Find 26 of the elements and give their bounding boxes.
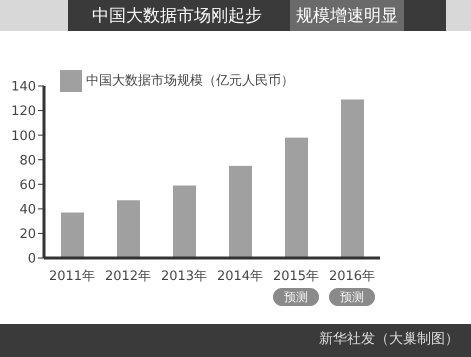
legend-label: 中国大数据市场规模（亿元人民币） [86,74,294,89]
y-tick-label: 140 [11,80,36,95]
y-tick-label: 120 [11,104,36,120]
y-tick-label: 100 [11,128,36,144]
y-tick-label: 0 [28,252,36,267]
x-tick-label: 2013年 [160,269,208,284]
x-tick-label: 2015年 [272,269,320,284]
bar [285,138,308,258]
bar [61,212,84,258]
x-tick-label: 2014年 [216,269,264,284]
x-tick-label: 2016年 [328,269,376,284]
y-tick-label: 20 [19,227,36,242]
y-tick-label: 80 [19,153,36,168]
y-tick-label: 60 [19,178,36,193]
bar [341,100,364,258]
chart-subtitle: 规模增速明显 [290,0,404,31]
chart-title: 中国大数据市场刚起步 [92,5,262,27]
text: 预测 [284,290,308,304]
bar [117,200,140,258]
bar [229,166,252,258]
x-tick-label: 2011年 [48,269,96,284]
text: 预测 [340,290,364,304]
bar [173,186,196,258]
x-tick-label: 2012年 [104,269,152,284]
y-tick-label: 40 [19,202,36,218]
text: 新华社发（大巢制图） [319,330,459,348]
